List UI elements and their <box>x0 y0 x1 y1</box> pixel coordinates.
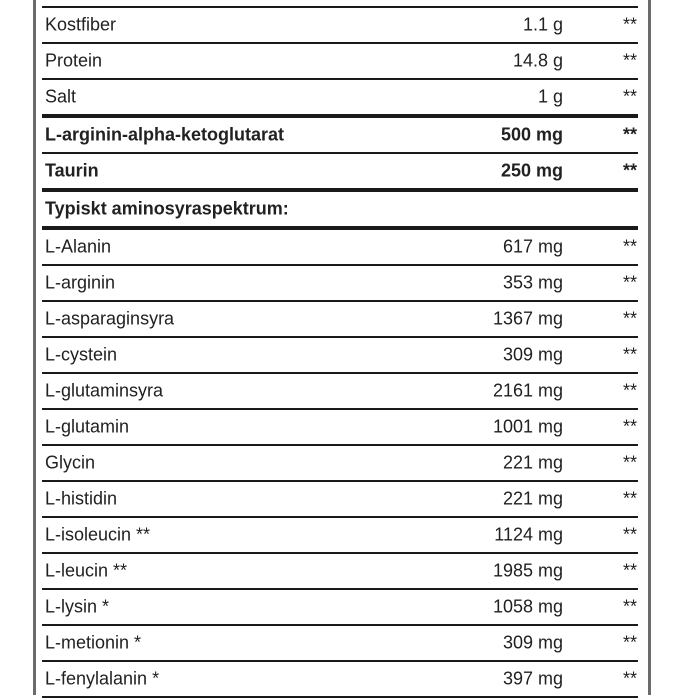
table-row: L-arginin 353 mg ** <box>42 266 638 302</box>
row-reference: ** <box>622 488 637 509</box>
row-name: Salt <box>45 86 77 107</box>
row-name: L-isoleucin ** <box>45 524 151 545</box>
table-row: L-cystein 309 mg ** <box>42 338 638 374</box>
row-reference: ** <box>622 236 637 257</box>
table-row: L-metionin * 309 mg ** <box>42 626 638 662</box>
row-name: L-arginin <box>45 272 116 293</box>
row-name: L-metionin * <box>45 632 142 653</box>
row-value: 617 mg <box>502 236 563 257</box>
table-row: Protein 14.8 g ** <box>42 44 638 80</box>
row-name: L-arginin-alpha-ketoglutarat <box>45 124 285 145</box>
row-reference: ** <box>622 50 637 71</box>
row-name: Taurin <box>45 160 99 181</box>
row-value: 14.8 g <box>512 50 563 71</box>
row-reference: ** <box>622 524 637 545</box>
row-reference: ** <box>622 344 637 365</box>
row-value: 309 mg <box>502 632 563 653</box>
row-value: 221 mg <box>502 488 563 509</box>
row-reference: ** <box>622 416 637 437</box>
row-value: 250 mg <box>500 160 563 181</box>
row-value: 1 g <box>537 86 563 107</box>
row-value: 1.1 g <box>522 14 563 35</box>
row-name: L-cystein <box>45 344 118 365</box>
row-name: Kostfiber <box>45 14 117 35</box>
row-name: L-glutaminsyra <box>45 380 164 401</box>
row-name: L-lysin * <box>45 596 110 617</box>
row-reference: ** <box>622 160 637 181</box>
table-row: L-leucin ** 1985 mg ** <box>42 554 638 590</box>
row-reference: ** <box>622 380 637 401</box>
row-value: 1124 mg <box>494 524 563 545</box>
table-row: L-glutaminsyra 2161 mg ** <box>42 374 638 410</box>
row-value: 1367 mg <box>492 308 563 329</box>
table-row: Kostfiber 1.1 g ** <box>42 8 638 44</box>
table-row: Glycin 221 mg ** <box>42 446 638 482</box>
table-row: L-asparaginsyra 1367 mg ** <box>42 302 638 338</box>
row-value: 1058 mg <box>492 596 563 617</box>
row-name: Typiskt aminosyraspektrum: <box>45 198 289 219</box>
row-value: 397 mg <box>502 668 563 689</box>
table-row: L-isoleucin ** 1124 mg ** <box>42 518 638 554</box>
row-value: 309 mg <box>502 344 563 365</box>
row-name: Glycin <box>45 452 96 473</box>
row-reference: ** <box>622 14 637 35</box>
content-frame <box>33 0 651 695</box>
row-name: L-asparaginsyra <box>45 308 175 329</box>
row-reference: ** <box>622 560 637 581</box>
table-row: L-Alanin 617 mg ** <box>42 230 638 266</box>
row-value: 353 mg <box>502 272 563 293</box>
row-name: Protein <box>45 50 103 71</box>
row-reference: ** <box>622 596 637 617</box>
row-value: 221 mg <box>502 452 563 473</box>
table-row: Salt 1 g ** <box>42 80 638 118</box>
section-heading-row: Typiskt aminosyraspektrum: <box>42 192 638 230</box>
row-reference: ** <box>622 272 637 293</box>
table-row: L-fenylalanin * 397 mg ** <box>42 662 638 698</box>
row-reference: ** <box>622 452 637 473</box>
table-row: L-lysin * 1058 mg ** <box>42 590 638 626</box>
table-row: L-arginin-alpha-ketoglutarat 500 mg ** <box>42 118 638 154</box>
row-name: L-fenylalanin * <box>45 668 160 689</box>
table-row: Taurin 250 mg ** <box>42 154 638 192</box>
row-reference: ** <box>622 308 637 329</box>
row-reference: ** <box>622 668 637 689</box>
row-value: 2161 mg <box>492 380 563 401</box>
nutrition-table: Kostfiber 1.1 g ** Protein 14.8 g ** Salt 1 g **… <box>42 6 638 698</box>
row-value: 1001 mg <box>492 416 563 437</box>
row-reference: ** <box>622 86 637 107</box>
table-row: L-histidin 221 mg ** <box>42 482 638 518</box>
row-value: 1985 mg <box>492 560 563 581</box>
row-reference: ** <box>622 632 637 653</box>
row-name: L-Alanin <box>45 236 112 257</box>
row-value: 500 mg <box>500 124 563 145</box>
row-reference: ** <box>622 124 637 145</box>
row-name: L-histidin <box>45 488 118 509</box>
row-name: L-glutamin <box>45 416 130 437</box>
table-row: L-glutamin 1001 mg ** <box>42 410 638 446</box>
row-name: L-leucin ** <box>45 560 128 581</box>
